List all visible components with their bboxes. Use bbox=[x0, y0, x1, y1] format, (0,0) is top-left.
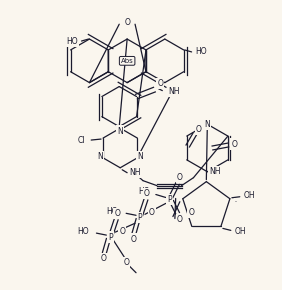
Text: N: N bbox=[137, 152, 143, 161]
Text: HO: HO bbox=[77, 227, 89, 236]
Text: HO: HO bbox=[196, 48, 207, 57]
Text: O: O bbox=[100, 254, 106, 263]
Text: O: O bbox=[231, 139, 237, 148]
Text: N: N bbox=[97, 152, 103, 161]
Text: O: O bbox=[177, 173, 182, 182]
Text: P: P bbox=[108, 233, 113, 242]
Text: OH: OH bbox=[244, 191, 255, 200]
Text: OH: OH bbox=[235, 227, 246, 236]
Text: N: N bbox=[117, 127, 123, 136]
Text: O: O bbox=[124, 18, 130, 27]
Text: O: O bbox=[149, 208, 155, 217]
Text: N: N bbox=[204, 120, 210, 129]
Text: O: O bbox=[144, 189, 150, 198]
Text: NH: NH bbox=[129, 168, 141, 177]
Text: HO: HO bbox=[107, 207, 118, 216]
Text: O: O bbox=[130, 235, 136, 244]
Text: O: O bbox=[196, 125, 202, 134]
Text: O: O bbox=[119, 227, 125, 236]
Text: P: P bbox=[138, 213, 142, 222]
Text: O: O bbox=[123, 258, 129, 267]
Text: O: O bbox=[188, 208, 194, 217]
Text: NH: NH bbox=[168, 87, 180, 96]
Text: Abs: Abs bbox=[121, 58, 133, 64]
Text: HO: HO bbox=[138, 187, 150, 196]
Text: -: - bbox=[235, 199, 237, 204]
Text: Cl: Cl bbox=[78, 135, 85, 144]
Text: O: O bbox=[114, 209, 120, 218]
Text: P: P bbox=[168, 195, 172, 204]
Text: NH: NH bbox=[209, 167, 221, 176]
Text: O: O bbox=[177, 215, 182, 224]
Text: O: O bbox=[157, 79, 163, 88]
Text: HO: HO bbox=[66, 37, 78, 46]
